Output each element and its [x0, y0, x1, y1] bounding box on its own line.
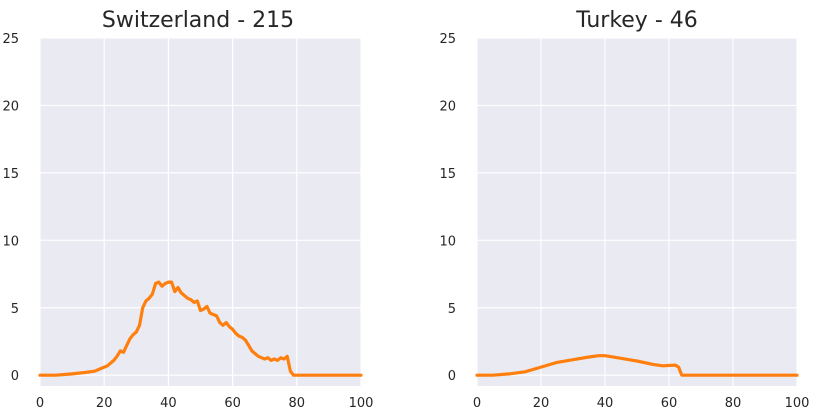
y-tick-label: 15: [2, 167, 19, 182]
y-tick-label: 10: [439, 234, 456, 249]
y-tick-label: 15: [439, 167, 456, 182]
chart-title: Turkey - 46: [575, 8, 698, 33]
x-tick-label: 100: [349, 396, 374, 411]
y-tick-label: 10: [2, 234, 19, 249]
x-tick-label: 0: [36, 396, 44, 411]
plot-area: [40, 38, 361, 386]
subplot-2: 0 20 40 60 80 100 0 5 10 15 20 25 Turkey - 46: [439, 8, 809, 411]
x-tick-label: 40: [160, 396, 177, 411]
y-tick-label: 25: [2, 32, 19, 47]
y-tick-label: 5: [11, 302, 19, 317]
plot-area: [477, 38, 797, 386]
x-tick-label: 60: [661, 396, 678, 411]
x-tick-label: 40: [597, 396, 614, 411]
x-tick-label: 60: [224, 396, 241, 411]
x-tick-label: 20: [533, 396, 550, 411]
x-tick-label: 80: [289, 396, 306, 411]
y-tick-label: 25: [439, 32, 456, 47]
y-tick-label: 20: [2, 99, 19, 114]
x-tick-label: 20: [96, 396, 113, 411]
y-tick-label: 20: [439, 99, 456, 114]
series-line: [475, 354, 799, 377]
x-tick-label: 100: [785, 396, 810, 411]
subplot-1: 0 20 40 60 80 100 0 5 10 15 20 25 Switzerland - 215: [2, 8, 373, 411]
series-line: [38, 280, 363, 377]
x-tick-label: 0: [473, 396, 481, 411]
chart-title: Switzerland - 215: [102, 8, 294, 33]
y-tick-label: 5: [448, 302, 456, 317]
x-tick-label: 80: [725, 396, 742, 411]
y-tick-label: 0: [11, 369, 19, 384]
y-tick-label: 0: [448, 369, 456, 384]
